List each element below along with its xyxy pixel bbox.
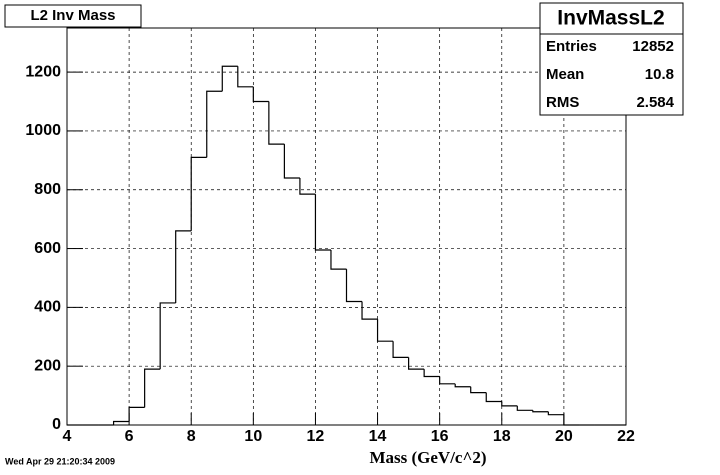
stats-box xyxy=(539,2,684,116)
histogram-bin xyxy=(547,411,564,416)
histogram-bin xyxy=(283,144,300,179)
y-tick-label: 800 xyxy=(34,181,61,198)
stats-value: 10.8 xyxy=(645,66,674,83)
x-tick-label: 8 xyxy=(187,428,196,445)
y-tick-label: 400 xyxy=(34,299,61,316)
histogram-bin xyxy=(501,401,518,407)
histogram-bin xyxy=(408,357,425,370)
stats-label: Mean xyxy=(546,66,584,83)
histogram-bin xyxy=(252,86,269,103)
histogram-bin xyxy=(470,386,487,394)
histogram-bin xyxy=(237,66,254,88)
y-tick-label: 1000 xyxy=(25,122,61,139)
stats-title: InvMassL2 xyxy=(557,7,664,30)
histogram-bin xyxy=(175,230,192,303)
stats-value: 12852 xyxy=(632,38,674,55)
title-box xyxy=(4,4,142,28)
histogram-bin xyxy=(423,369,440,378)
histogram-bin xyxy=(361,301,378,320)
histogram-bin xyxy=(299,177,316,195)
stats-label: RMS xyxy=(546,94,579,111)
x-tick-label: 12 xyxy=(307,428,325,445)
histogram-bin xyxy=(439,376,456,385)
y-tick-label: 200 xyxy=(34,357,61,374)
x-tick-label: 16 xyxy=(431,428,449,445)
histogram-bin xyxy=(112,420,130,425)
x-tick-label: 20 xyxy=(555,428,573,445)
plot-frame xyxy=(66,27,627,426)
histogram-bin xyxy=(532,410,549,413)
histogram-bin xyxy=(268,101,285,145)
histogram-bin xyxy=(330,250,347,270)
x-tick-label: 22 xyxy=(617,428,635,445)
histogram-bin xyxy=(144,368,161,408)
y-tick-label: 1200 xyxy=(25,63,61,80)
histogram-bin xyxy=(376,319,394,342)
histogram-bin xyxy=(314,194,331,251)
histogram-bin xyxy=(485,392,502,403)
x-tick-label: 6 xyxy=(125,428,134,445)
y-tick-label: 0 xyxy=(52,416,61,433)
x-tick-label: 10 xyxy=(244,428,262,445)
x-tick-label: 18 xyxy=(493,428,511,445)
histogram-bin xyxy=(345,269,363,303)
histogram-bin xyxy=(206,90,223,158)
x-axis-label: Mass (GeV/c^2) xyxy=(369,448,486,467)
histogram-bin xyxy=(392,341,409,358)
timestamp: Wed Apr 29 21:20:34 2009 xyxy=(5,456,115,466)
histogram-bin xyxy=(190,156,207,231)
histogram-bin xyxy=(159,302,176,370)
stats-label: Entries xyxy=(546,38,597,55)
x-tick-label: 4 xyxy=(63,428,72,445)
x-tick-label: 14 xyxy=(369,428,387,445)
stats-rows: Entries 12852 Mean 10.8 RMS 2.584 xyxy=(546,38,675,111)
axes: 4 6 8 10 12 14 16 18 20 22 0 200 400 600 800 1000 1200 xyxy=(25,63,635,445)
y-tick-label: 600 xyxy=(34,240,61,257)
histogram-bin xyxy=(516,405,533,411)
histogram-bin xyxy=(221,65,238,92)
histogram-bin xyxy=(454,383,471,388)
chart-title: L2 Inv Mass xyxy=(30,7,115,24)
stats-value: 2.584 xyxy=(636,94,674,111)
